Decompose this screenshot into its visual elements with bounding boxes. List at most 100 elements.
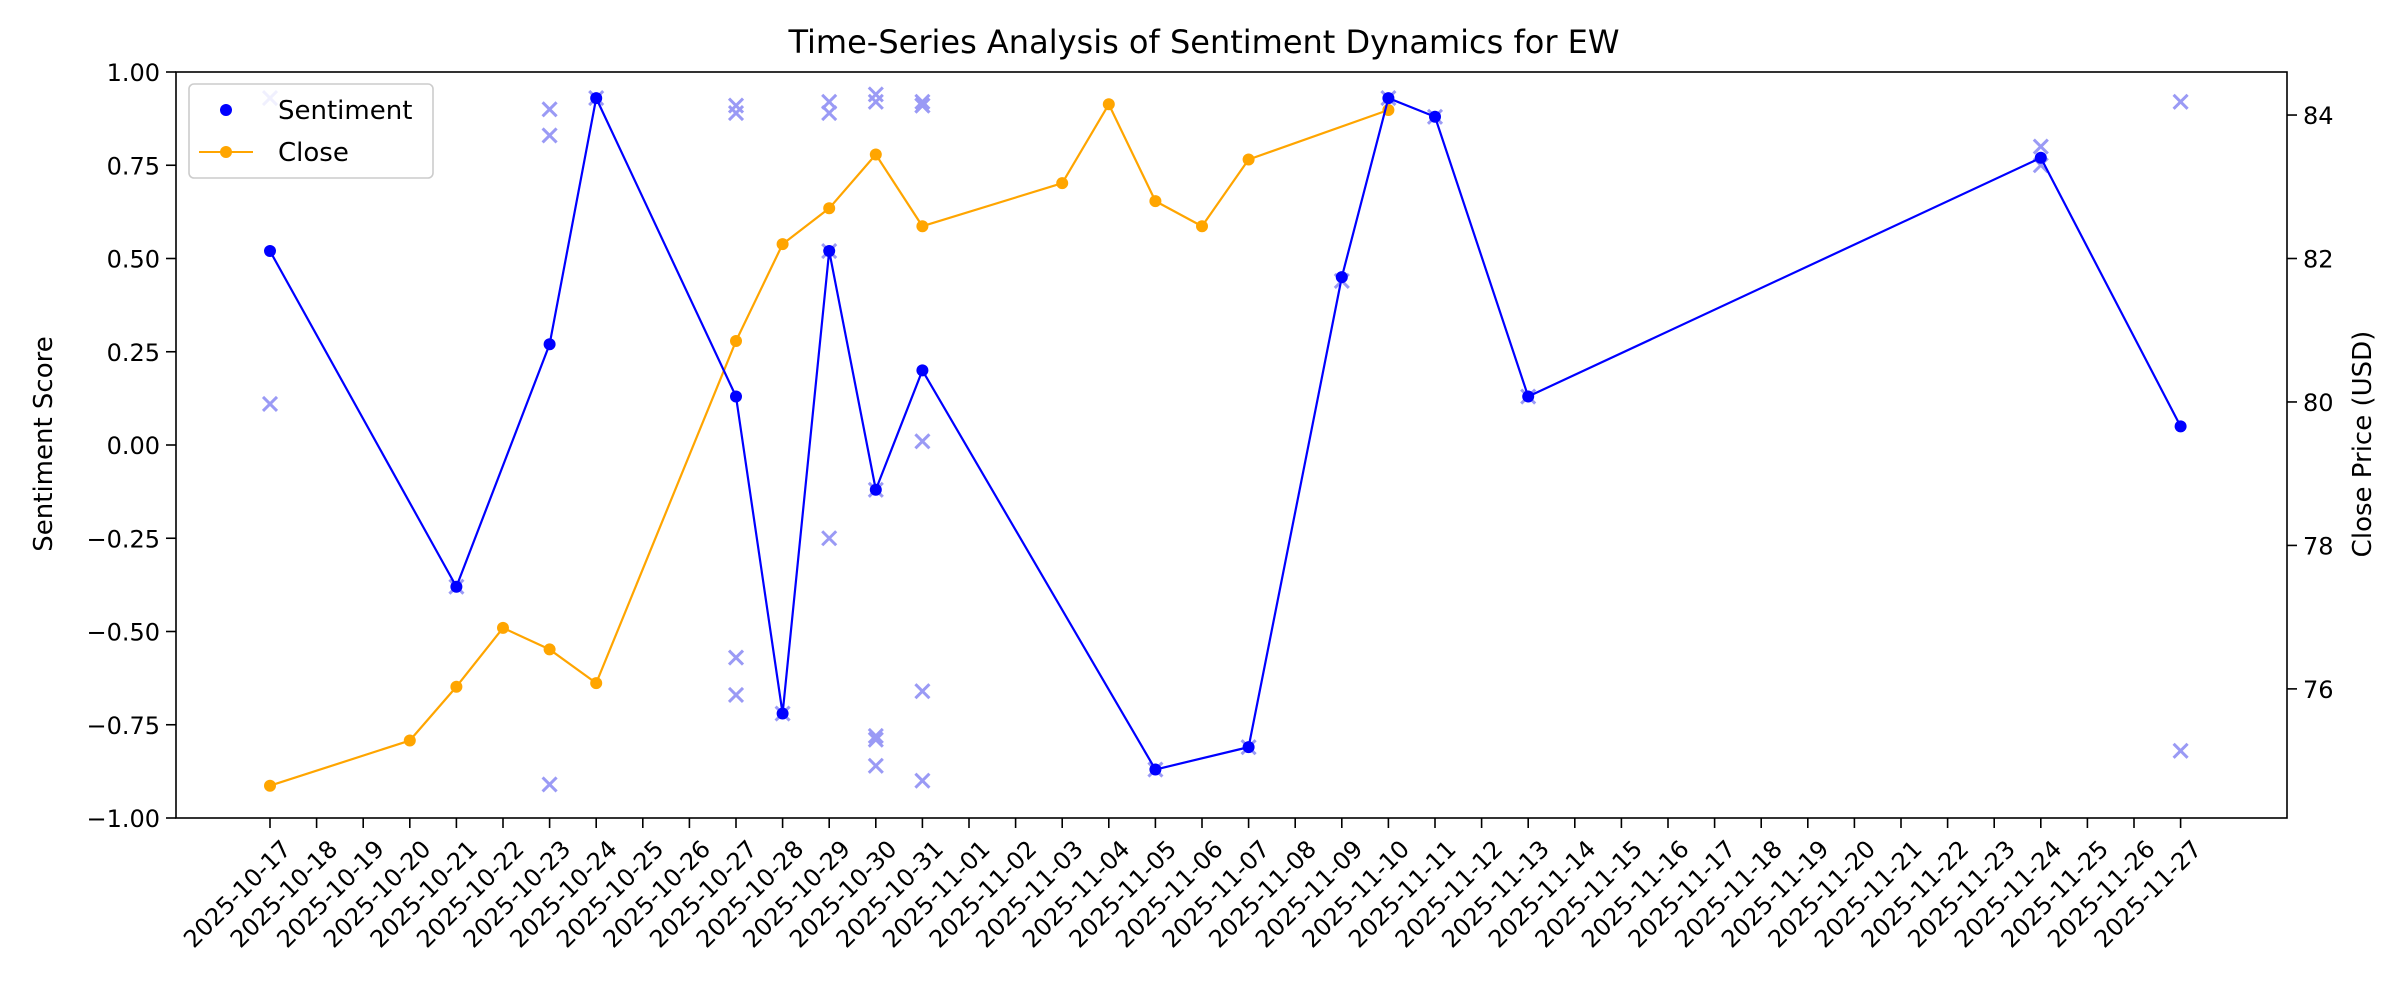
sentiment-point — [916, 364, 929, 377]
raw-sentiment-marker-stroke — [541, 127, 558, 144]
sentiment-point — [2034, 151, 2047, 164]
sentiment-point — [2174, 420, 2187, 433]
tick-layer: 2025-10-172025-10-182025-10-192025-10-20… — [86, 59, 2333, 953]
close-point — [1149, 195, 1162, 208]
sentiment-point — [776, 707, 789, 720]
y-tick-label: −0.50 — [86, 619, 160, 647]
close-point — [869, 148, 882, 161]
raw-sentiment-marker — [821, 104, 838, 122]
close-point — [916, 220, 929, 233]
raw-sentiment-marker — [914, 97, 931, 114]
y-tick-label: 1.00 — [107, 59, 160, 87]
raw-sentiment-marker-stroke — [867, 727, 884, 745]
close-point — [497, 621, 509, 634]
sentiment-point — [543, 338, 556, 351]
raw-sentiment-marker — [867, 93, 884, 110]
legend-box — [188, 83, 434, 179]
raw-sentiment-marker — [2172, 93, 2189, 110]
raw-sentiment-marker-stroke — [541, 776, 558, 793]
raw-sentiment-marker-stroke — [2172, 93, 2189, 110]
sentiment-point — [450, 580, 463, 593]
y-tick-label: 0.50 — [107, 246, 160, 274]
sentiment-point — [1242, 741, 1255, 754]
y-tick-label: 0.25 — [107, 339, 160, 367]
y2-tick-label: 76 — [2303, 676, 2334, 704]
close-point — [823, 202, 836, 215]
sentiment-point — [1149, 763, 1162, 776]
raw-sentiment-marker — [914, 93, 931, 110]
y-axis-label: Sentiment Score — [29, 336, 59, 551]
legend-sentiment-label: Sentiment — [278, 96, 412, 126]
close-point — [730, 334, 742, 347]
sentiment-series-layer — [264, 92, 2187, 776]
raw-sentiment-marker — [727, 104, 745, 122]
y2-tick-label: 78 — [2303, 532, 2334, 560]
sentiment-point — [264, 245, 276, 258]
sentiment-point — [823, 245, 836, 258]
raw-sentiment-marker-stroke — [821, 104, 838, 122]
close-point — [590, 677, 603, 690]
raw-sentiment-marker — [261, 395, 279, 413]
y2-tick-label: 80 — [2303, 389, 2334, 417]
raw-sentiment-marker-stroke — [914, 433, 931, 450]
raw-sentiment-marker — [867, 727, 884, 745]
raw-sentiment-marker-stroke — [867, 731, 884, 748]
raw-sentiment-marker-stroke — [261, 395, 279, 413]
raw-sentiment-marker — [2032, 138, 2049, 155]
sentiment-point — [1382, 92, 1395, 105]
sentiment-point — [1522, 390, 1535, 403]
raw-sentiment-marker — [867, 731, 884, 748]
close-point — [1102, 98, 1115, 111]
raw-sentiment-marker — [727, 97, 745, 114]
y-tick-label: −0.25 — [86, 525, 160, 553]
close-point — [1056, 177, 1069, 190]
raw-sentiment-marker-stroke — [914, 772, 931, 789]
raw-sentiment-marker — [727, 649, 745, 666]
close-point — [403, 734, 416, 747]
raw-sentiment-marker — [2172, 742, 2189, 759]
raw-sentiment-marker — [867, 86, 884, 103]
sentiment-point — [730, 390, 742, 403]
raw-sentiment-marker-stroke — [541, 101, 558, 118]
raw-sentiment-marker-stroke — [867, 93, 884, 110]
y-tick-label: 0.75 — [107, 152, 160, 180]
raw-sentiment-marker — [914, 683, 931, 700]
y-tick-label: 0.00 — [107, 432, 160, 460]
close-point — [1196, 220, 1208, 233]
legend-sentiment-marker — [220, 104, 232, 116]
y2-axis-label: Close Price (USD) — [2348, 331, 2378, 558]
raw-sentiment-marker — [727, 686, 745, 703]
raw-sentiment-marker-stroke — [2172, 742, 2189, 759]
raw-sentiment-marker-stroke — [914, 97, 931, 114]
sentiment-point — [1335, 271, 1348, 284]
legend-close-marker — [220, 146, 232, 158]
raw-sentiment-marker — [541, 776, 558, 793]
raw-sentiment-marker-stroke — [867, 757, 884, 774]
y-tick-label: −1.00 — [86, 805, 160, 833]
close-point — [776, 238, 789, 251]
raw-sentiment-marker-stroke — [914, 93, 931, 110]
sentiment-point — [590, 92, 603, 105]
y2-tick-label: 84 — [2303, 102, 2334, 130]
raw-sentiment-marker-stroke — [727, 649, 745, 666]
chart-title: Time-Series Analysis of Sentiment Dynami… — [787, 23, 1619, 61]
legend-close-label: Close — [278, 138, 349, 168]
close-point — [1242, 153, 1255, 166]
y-tick-label: −0.75 — [86, 712, 160, 740]
sentiment-line — [269, 97, 2182, 771]
raw-sentiment-marker — [541, 127, 558, 144]
raw-sentiment-marker-stroke — [914, 683, 931, 700]
raw-sentiment-marker — [821, 530, 838, 547]
raw-sentiment-marker-stroke — [821, 530, 838, 547]
raw-sentiment-marker — [867, 757, 884, 774]
raw-sentiment-marker — [914, 433, 931, 450]
plot-frame — [175, 71, 2288, 819]
raw-sentiment-marker-stroke — [727, 686, 745, 703]
sentiment-point — [869, 483, 882, 496]
raw-sentiment-marker — [914, 772, 931, 789]
close-point — [264, 779, 276, 792]
y2-tick-label: 82 — [2303, 246, 2334, 274]
raw-sentiment-marker — [541, 101, 558, 118]
close-point — [543, 643, 556, 656]
